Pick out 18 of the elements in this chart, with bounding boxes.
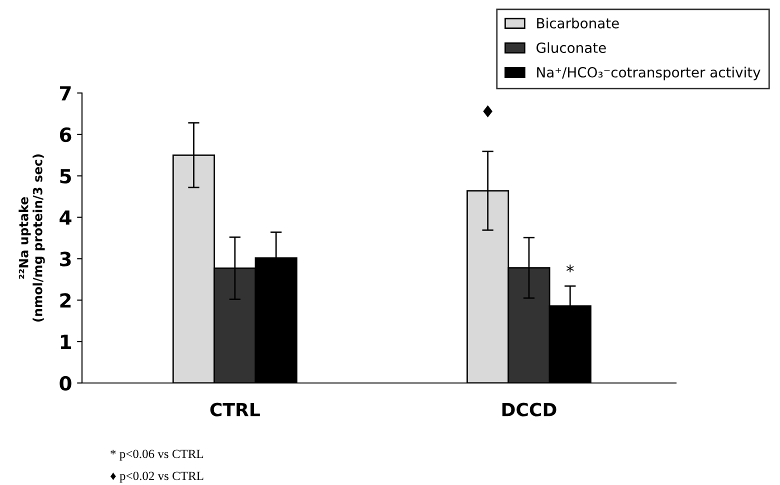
text: ♦ p<0.02 vs CTRL bbox=[110, 472, 204, 483]
y-tick-label: 5 bbox=[60, 169, 71, 184]
x-tick-label: DCCD bbox=[502, 402, 556, 416]
y-tick-label: 3 bbox=[60, 252, 71, 266]
y-tick-label: 0 bbox=[60, 376, 72, 391]
y-tick-label: 6 bbox=[60, 127, 72, 142]
y-tick-label: 7 bbox=[60, 86, 71, 100]
x-tick-label: CTRL bbox=[210, 402, 260, 416]
y-tick-label: 4 bbox=[60, 210, 72, 225]
annotation: * bbox=[566, 264, 574, 272]
y-tick-label: 2 bbox=[60, 293, 71, 308]
legend-label: Na⁺/HCO₃⁻cotransporter activity bbox=[537, 66, 760, 80]
legend-label: Gluconate bbox=[536, 42, 606, 54]
y-tick-label: 1 bbox=[60, 334, 71, 349]
annotation: ♦ bbox=[483, 105, 492, 118]
legend-label: Bicarbonate bbox=[537, 18, 619, 28]
text: * p<0.06 vs CTRL bbox=[110, 450, 204, 461]
y-axis-title: ²²Na uptake (nmol/mg protein/3 sec) bbox=[18, 154, 45, 322]
